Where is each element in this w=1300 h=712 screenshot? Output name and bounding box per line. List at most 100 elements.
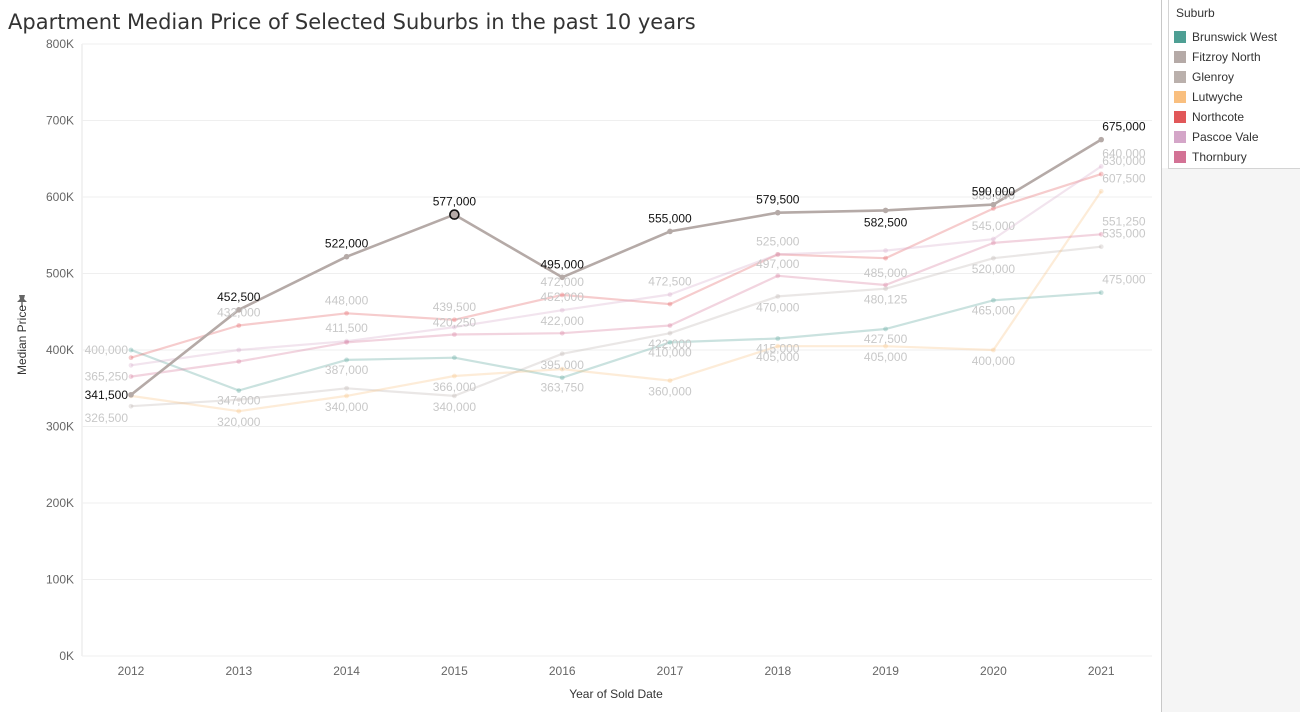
data-label-thornbury-2016: 422,000 [541, 314, 585, 328]
data-label-brunswick-west-2019: 427,500 [864, 332, 908, 346]
data-label-lutwyche-2013: 320,000 [217, 415, 261, 429]
legend-swatch-glenroy [1174, 71, 1186, 83]
data-point-northcote-2017 [667, 301, 673, 307]
series-line-brunswick-west [130, 291, 1102, 392]
data-point-pascoe-vale-2012 [128, 362, 134, 368]
data-point-glenroy-2019 [883, 286, 888, 292]
series-line-fitzroy-north [130, 138, 1102, 396]
data-point-brunswick-west-2020 [991, 297, 996, 303]
data-point-brunswick-west-2021 [1098, 290, 1104, 296]
data-point-glenroy-2018 [775, 294, 781, 299]
series-line-lutwyche [130, 190, 1103, 413]
series-line-glenroy [130, 245, 1102, 408]
data-point-glenroy-2020 [991, 255, 996, 261]
data-label-thornbury-2015: 420,250 [433, 316, 477, 330]
data-label-glenroy-2019: 480,125 [864, 293, 908, 307]
x-axis-title: Year of Sold Date [569, 687, 663, 701]
data-label-brunswick-west-2013: 347,000 [217, 394, 261, 408]
legend-swatch-pascoe-vale [1174, 131, 1186, 143]
y-tick-label-300k: 300K [46, 420, 74, 434]
data-label-lutwyche-2015: 366,000 [433, 380, 477, 394]
data-point-northcote-2021 [1098, 171, 1104, 177]
x-tick-label-2019: 2019 [872, 664, 899, 678]
series-line-pascoe-vale [130, 165, 1102, 367]
legend-swatch-brunswick-west [1174, 31, 1186, 43]
data-label-thornbury-2018: 497,000 [756, 257, 800, 271]
legend-swatch-lutwyche [1174, 91, 1186, 103]
data-point-northcote-2016 [559, 292, 565, 298]
y-tick-label-800k: 800K [46, 37, 74, 51]
series-line-northcote [130, 173, 1102, 359]
pin-icon[interactable] [16, 294, 28, 308]
data-point-brunswick-west-2015 [452, 355, 457, 361]
data-point-pascoe-vale-2019 [883, 248, 888, 253]
data-point-lutwyche-2015 [452, 373, 457, 379]
data-label-brunswick-west-2018: 415,000 [756, 342, 800, 356]
data-label-thornbury-2021: 551,250 [1102, 214, 1146, 228]
data-point-brunswick-west-2016 [559, 375, 565, 381]
data-point-fitzroy-north-2017 [667, 228, 673, 235]
data-point-lutwyche-2017 [667, 378, 673, 383]
data-point-fitzroy-north-2012 [128, 391, 134, 398]
legend-swatch-fitzroy-north [1174, 51, 1186, 63]
data-point-northcote-2014 [344, 310, 349, 316]
data-point-northcote-2015 [452, 317, 457, 323]
data-point-thornbury-2016 [559, 330, 565, 336]
data-point-pascoe-vale-2016 [559, 307, 565, 313]
data-label-fitzroy-north-2012: 341,500 [85, 388, 129, 402]
x-tick-label-2020: 2020 [980, 664, 1007, 678]
data-label-fitzroy-north-2021: 675,000 [1102, 120, 1146, 134]
data-point-glenroy-2017 [667, 330, 673, 336]
data-point-glenroy-2014 [344, 385, 349, 391]
x-tick-label-2021: 2021 [1088, 664, 1115, 678]
data-point-pascoe-vale-2017 [667, 292, 673, 297]
data-point-glenroy-2012 [128, 403, 134, 409]
data-point-thornbury-2012 [128, 374, 134, 379]
y-tick-label-200k: 200K [46, 496, 74, 510]
data-label-fitzroy-north-2017: 555,000 [648, 211, 692, 225]
data-label-pascoe-vale-2016: 452,000 [541, 290, 585, 304]
data-point-pascoe-vale-2013 [236, 347, 242, 353]
data-label-pascoe-vale-2014: 411,500 [325, 321, 368, 335]
data-label-pascoe-vale-2021: 640,000 [1102, 146, 1146, 160]
data-label-brunswick-west-2012-alt: 400,000 [85, 343, 129, 357]
y-tick-label-700k: 700K [46, 114, 74, 128]
y-tick-label-600k: 600K [46, 190, 74, 204]
data-point-brunswick-west-2012 [128, 347, 134, 353]
data-point-northcote-2020 [991, 206, 996, 211]
data-label-glenroy-2016: 395,000 [541, 358, 585, 372]
legend-label-thornbury: Thornbury [1192, 150, 1247, 164]
series-line-thornbury [130, 233, 1102, 378]
data-label-northcote-2015: 439,500 [433, 300, 477, 314]
line-chart: 0K 100K 200K 300K 400K 500K 600K 700K 800K 2012 20… [46, 37, 1152, 678]
data-point-thornbury-2018 [775, 273, 781, 279]
data-point-thornbury-2013 [236, 359, 242, 364]
data-point-northcote-2019 [883, 255, 888, 261]
data-point-lutwyche-2020 [991, 347, 996, 353]
selected-point-marker [449, 209, 460, 220]
legend-label-pascoe-vale: Pascoe Vale [1192, 130, 1259, 144]
data-label-glenroy-2018: 470,000 [756, 300, 800, 314]
data-point-brunswick-west-2017 [667, 339, 673, 345]
data-label-thornbury-2019: 485,000 [864, 266, 908, 280]
data-label-northcote-2016: 472,000 [541, 275, 585, 289]
data-point-lutwyche-2021 [1098, 188, 1104, 194]
data-point-pascoe-vale-2021 [1098, 164, 1104, 169]
data-label-thornbury-2012: 365,250 [85, 370, 129, 384]
data-point-northcote-2018 [775, 251, 781, 257]
data-point-northcote-2013 [236, 323, 242, 328]
data-point-pascoe-vale-2014 [344, 338, 349, 344]
data-point-brunswick-west-2018 [775, 336, 781, 341]
data-point-thornbury-2017 [667, 323, 673, 328]
data-label-lutwyche-2014: 340,000 [325, 400, 369, 414]
data-label-northcote-2014: 448,000 [325, 293, 369, 307]
x-tick-label-2018: 2018 [764, 664, 791, 678]
data-label-glenroy-2015: 340,000 [433, 400, 477, 414]
legend-label-fitzroy-north: Fitzroy North [1192, 50, 1261, 64]
y-tick-label-500k: 500K [46, 267, 74, 281]
data-point-thornbury-2015 [452, 332, 457, 337]
x-tick-label-2012: 2012 [118, 664, 145, 678]
legend-label-northcote: Northcote [1192, 110, 1245, 124]
data-label-brunswick-west-2014: 387,000 [325, 363, 369, 377]
data-label-lutwyche-2018: 405,000 [756, 350, 800, 364]
